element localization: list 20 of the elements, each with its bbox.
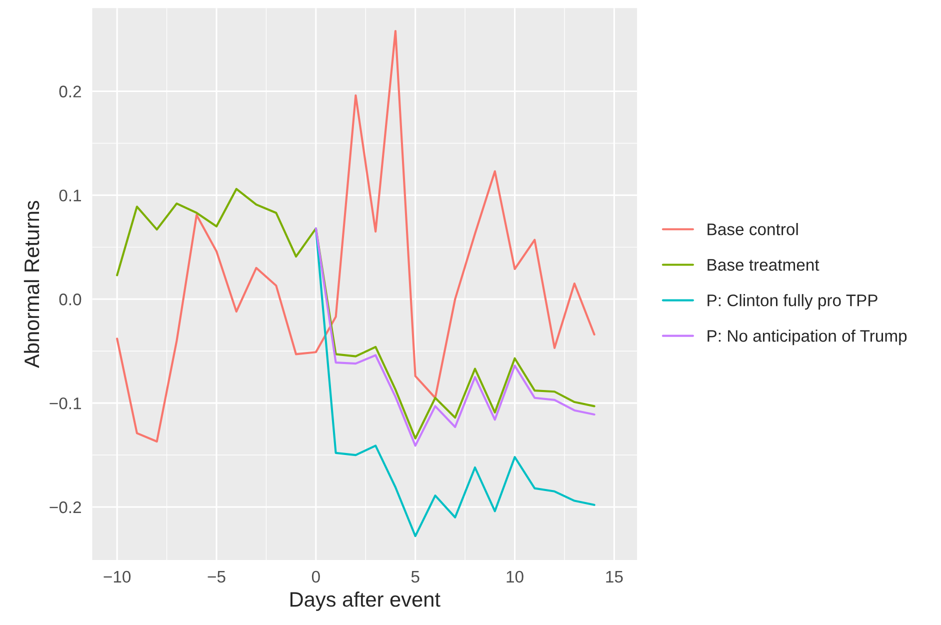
legend-label: Base treatment	[708, 259, 820, 271]
line-series	[314, 227, 596, 447]
legend-label: P: No anticipation of Trump	[708, 330, 907, 346]
line-series	[116, 188, 596, 440]
x-tick-label: −5	[208, 571, 226, 583]
legend-label: P: Clinton fully pro TPP	[708, 294, 878, 310]
legend-label: Base control	[708, 222, 798, 236]
y-tick-label: 0.2	[59, 86, 81, 98]
x-tick-label: −10	[104, 570, 131, 583]
x-tick-label: 10	[506, 570, 524, 583]
x-axis-title: Days after event	[290, 592, 440, 611]
y-tick-label: −0.2	[50, 501, 81, 514]
y-tick-label: −0.1	[50, 397, 81, 410]
y-tick-label: 0.1	[59, 190, 81, 202]
line-series	[116, 30, 596, 443]
x-tick-label: 0	[312, 570, 320, 583]
y-axis-title: Abnormal Returns	[24, 200, 40, 368]
y-tick-label: 0.0	[59, 294, 82, 306]
x-tick-label: 5	[411, 571, 420, 583]
x-tick-label: 15	[606, 571, 623, 583]
